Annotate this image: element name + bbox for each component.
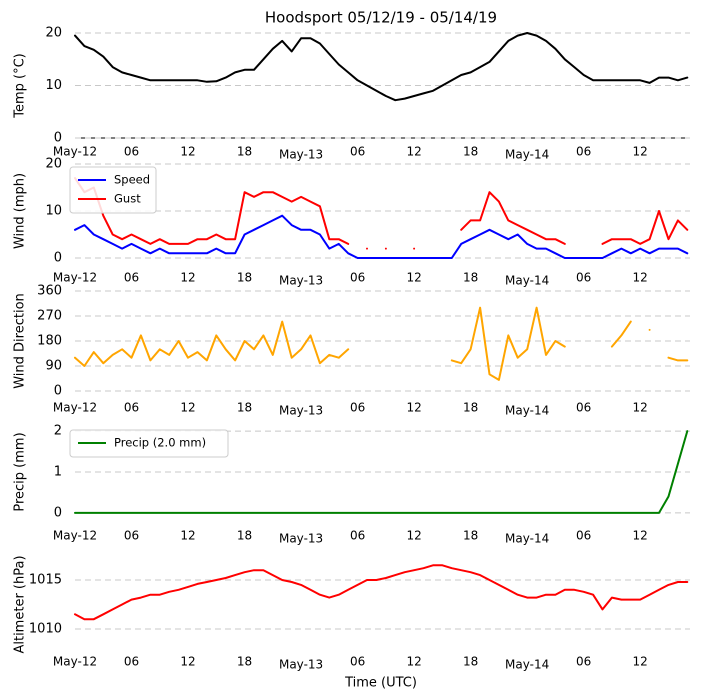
series-line <box>74 564 689 621</box>
legend-label: Precip (2.0 mm) <box>114 436 206 450</box>
x-tick-label: May-13 <box>279 532 323 546</box>
y-axis-label: Altimeter (hPa) <box>13 555 28 653</box>
x-tick-label: 18 <box>237 401 252 415</box>
y-tick-label: 0 <box>54 251 62 266</box>
x-tick-label: May-12 <box>53 145 97 159</box>
legend-box <box>69 429 229 458</box>
y-tick-label: 90 <box>45 359 62 374</box>
x-tick-label: 18 <box>463 655 478 669</box>
x-tick-label: 12 <box>406 655 421 669</box>
x-tick-label: 06 <box>576 401 591 415</box>
y-tick-label: 360 <box>37 284 62 299</box>
x-tick-label: 12 <box>633 401 648 415</box>
x-tick-label: May-14 <box>505 532 549 546</box>
x-tick-label: 12 <box>180 655 195 669</box>
legend-label: Gust <box>114 192 141 206</box>
x-tick-label: 06 <box>576 529 591 543</box>
y-axis-label: Precip (mm) <box>13 432 28 511</box>
x-tick-label: 06 <box>350 145 365 159</box>
x-tick-label: 06 <box>576 271 591 285</box>
x-tick-label: 18 <box>237 655 252 669</box>
x-tick-label: 12 <box>633 529 648 543</box>
y-tick-label: 0 <box>54 131 62 146</box>
y-tick-label: 180 <box>37 334 62 349</box>
series-line <box>74 214 689 259</box>
x-tick-label: May-13 <box>279 404 323 418</box>
x-tick-label: May-14 <box>505 148 549 162</box>
y-tick-label: 0 <box>54 505 62 520</box>
x-tick-label: 06 <box>124 401 139 415</box>
x-tick-label: May-12 <box>53 529 97 543</box>
x-tick-label: 12 <box>406 271 421 285</box>
legend-label: Speed <box>114 173 150 187</box>
y-tick-label: 2 <box>54 424 62 439</box>
x-tick-label: 18 <box>463 271 478 285</box>
x-tick-label: 18 <box>237 145 252 159</box>
x-tick-label: 06 <box>576 145 591 159</box>
x-tick-label: 12 <box>406 529 421 543</box>
x-tick-label: May-14 <box>505 658 549 672</box>
x-tick-label: 12 <box>633 271 648 285</box>
x-tick-label: 06 <box>124 529 139 543</box>
x-tick-label: 06 <box>350 401 365 415</box>
x-tick-label: 18 <box>463 529 478 543</box>
x-tick-label: May-14 <box>505 404 549 418</box>
x-tick-label: 06 <box>124 655 139 669</box>
x-tick-label: 18 <box>237 529 252 543</box>
x-tick-label: May-13 <box>279 148 323 162</box>
x-tick-label: 18 <box>463 145 478 159</box>
x-tick-label: May-13 <box>279 658 323 672</box>
x-tick-label: 06 <box>576 655 591 669</box>
y-tick-label: 1010 <box>29 622 62 637</box>
x-tick-label: 06 <box>124 145 139 159</box>
y-axis-label: Wind Direction <box>13 293 28 389</box>
y-tick-label: 20 <box>45 26 62 41</box>
y-tick-label: 270 <box>37 309 62 324</box>
x-axis-label: Time (UTC) <box>344 676 417 691</box>
x-tick-label: 06 <box>350 655 365 669</box>
x-tick-label: 18 <box>463 401 478 415</box>
chart-title: Hoodsport 05/12/19 - 05/14/19 <box>265 9 497 27</box>
legend-box <box>69 166 157 214</box>
x-tick-label: May-12 <box>53 401 97 415</box>
x-tick-label: 12 <box>633 145 648 159</box>
x-tick-label: 12 <box>406 401 421 415</box>
x-tick-label: 12 <box>180 529 195 543</box>
x-tick-label: May-12 <box>53 271 97 285</box>
y-axis-label: Wind (mph) <box>13 173 28 249</box>
series-line <box>74 430 689 514</box>
x-tick-label: May-14 <box>505 274 549 288</box>
x-tick-label: 06 <box>124 271 139 285</box>
series-line <box>74 32 689 102</box>
series-line <box>74 306 689 381</box>
x-tick-label: 12 <box>180 145 195 159</box>
y-tick-label: 10 <box>45 204 62 219</box>
x-tick-label: May-13 <box>279 274 323 288</box>
x-tick-label: May-12 <box>53 655 97 669</box>
x-tick-label: 12 <box>180 401 195 415</box>
y-axis-label: Temp (°C) <box>13 53 28 119</box>
y-tick-label: 0 <box>54 384 62 399</box>
series-line <box>74 177 689 250</box>
x-tick-label: 06 <box>350 529 365 543</box>
x-tick-label: 12 <box>406 145 421 159</box>
y-tick-label: 20 <box>45 157 62 172</box>
y-tick-label: 1 <box>54 465 62 480</box>
x-tick-label: 18 <box>237 271 252 285</box>
x-tick-label: 06 <box>350 271 365 285</box>
y-tick-label: 1015 <box>29 573 62 588</box>
x-tick-label: 12 <box>180 271 195 285</box>
y-tick-label: 10 <box>45 78 62 93</box>
x-tick-label: 12 <box>633 655 648 669</box>
